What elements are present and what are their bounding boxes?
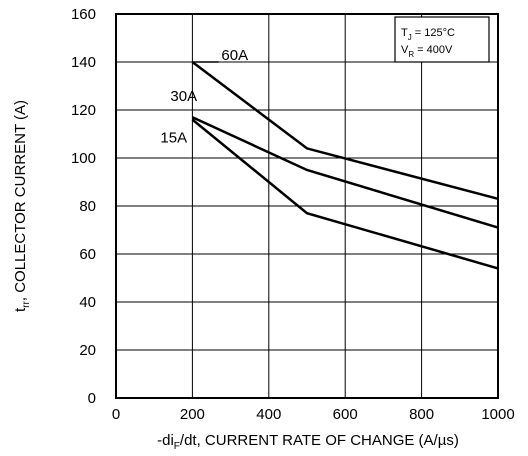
y-tick-label: 20 — [79, 342, 96, 359]
y-tick-label: 160 — [71, 6, 96, 23]
series-label-30A: 30A — [170, 88, 197, 105]
series-line-15A — [191, 118, 499, 270]
y-tick-label: 0 — [88, 390, 96, 407]
x-tick-label: 1000 — [481, 406, 514, 423]
series-line-60A — [191, 61, 499, 201]
x-tick-label: 800 — [409, 406, 434, 423]
conditions-legend: TJ = 125°C VR = 400V — [394, 16, 490, 63]
condition-tj: TJ = 125°C — [401, 27, 455, 42]
x-axis-label: -diF/dt, CURRENT RATE OF CHANGE (A/µs) — [157, 432, 459, 452]
plot-frame — [115, 13, 499, 399]
y-tick-label: 40 — [79, 294, 96, 311]
series-label-60A: 60A — [221, 47, 248, 64]
condition-vr: VR = 400V — [401, 44, 453, 59]
x-tick-label: 600 — [333, 406, 358, 423]
y-tick-label: 100 — [71, 150, 96, 167]
y-tick-label: 140 — [71, 54, 96, 71]
series-labels: 60A 30A 15A — [160, 47, 248, 147]
series-lines — [191, 61, 499, 270]
x-tick-label: 200 — [180, 406, 205, 423]
grid — [116, 14, 498, 398]
series-line-30A — [191, 116, 499, 229]
series-label-15A: 15A — [160, 130, 187, 147]
x-tick-labels: 0 200 400 600 800 1000 — [112, 406, 515, 423]
y-tick-label: 60 — [79, 246, 96, 263]
conditions-frame — [394, 16, 490, 63]
y-axis-label: trr, COLLECTOR CURRENT (A) — [12, 100, 32, 312]
y-tick-labels: 0 20 40 60 80 100 120 140 160 — [71, 6, 96, 407]
x-tick-label: 400 — [256, 406, 281, 423]
y-tick-label: 120 — [71, 102, 96, 119]
x-tick-label: 0 — [112, 406, 120, 423]
y-tick-label: 80 — [79, 198, 96, 215]
